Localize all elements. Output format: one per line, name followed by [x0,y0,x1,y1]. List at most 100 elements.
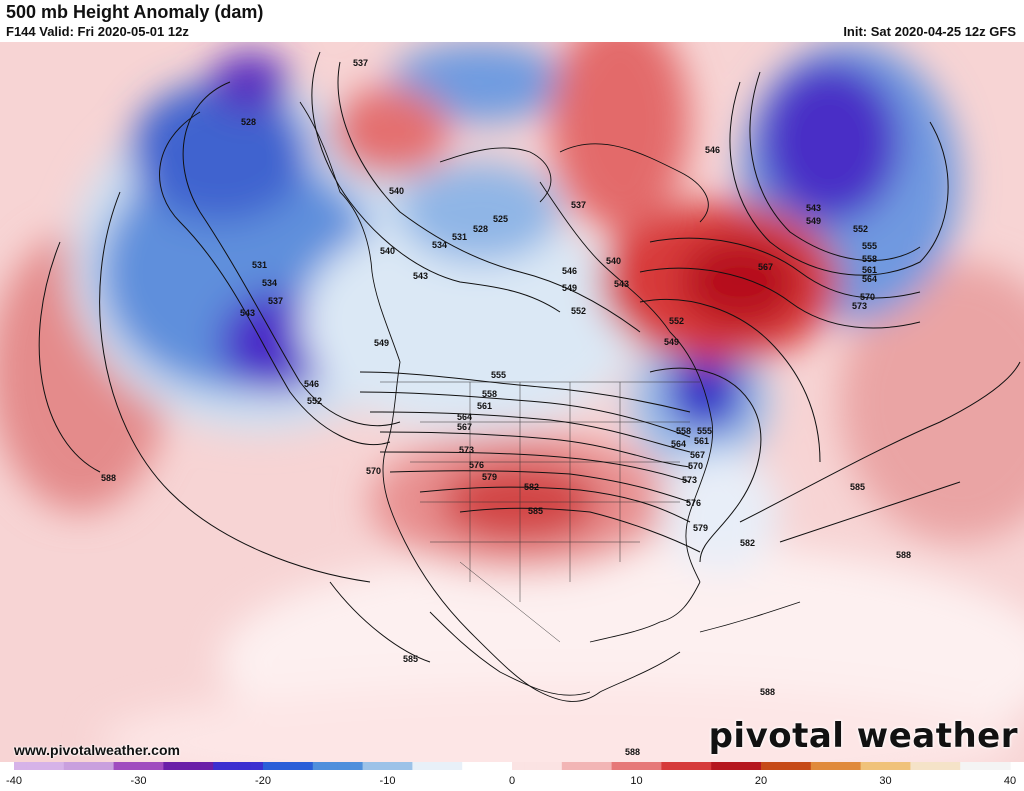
contour-label: 573 [459,445,474,455]
colorbar-swatch [250,762,264,770]
contour-label: 579 [693,523,708,533]
contour-label: 567 [457,422,472,432]
contour-label: 567 [758,262,773,272]
contour-label: 576 [686,498,701,508]
colorbar-swatch [549,762,563,770]
contour-label: 585 [403,654,418,664]
colorbar-swatch [673,762,687,770]
contour-label: 525 [493,214,508,224]
colorbar-swatch [312,762,326,770]
colorbar-swatches [14,762,1011,770]
contour-label: 540 [380,246,395,256]
colorbar-swatch [661,762,675,770]
colorbar-tick-label: -10 [380,775,396,787]
colorbar-ticks: -40 -30 -20 -10 0 10 20 30 40 [6,775,1016,787]
contour-label: 552 [307,396,322,406]
anomaly-shading [0,42,1024,762]
contour-label: 549 [562,283,577,293]
contour-label: 588 [760,687,775,697]
contour-label: 570 [860,292,875,302]
colorbar-swatch [810,762,824,770]
colorbar-swatch [823,762,837,770]
contour-label: 564 [671,439,686,449]
colorbar-swatch [648,762,662,770]
colorbar-swatch [238,762,252,770]
colorbar-swatch [611,762,625,770]
colorbar-tick-label: 30 [879,775,891,787]
colorbar-swatch [188,762,202,770]
colorbar-swatch [375,762,389,770]
colorbar-swatch [736,762,750,770]
colorbar-swatch [200,762,214,770]
colorbar-tick-label: 0 [509,775,515,787]
colorbar-swatch [138,762,152,770]
contour-label: 555 [862,241,877,251]
colorbar-swatch [835,762,849,770]
contour-label: 552 [853,224,868,234]
colorbar-swatch [873,762,887,770]
colorbar-swatch [947,762,961,770]
contour-label: 561 [477,401,492,411]
contour-label: 543 [413,271,428,281]
contour-label: 561 [862,265,877,275]
contour-label: 585 [528,506,543,516]
brand-logo: pivotal weather [708,716,1018,756]
contour-label: 588 [625,747,640,757]
anomaly-map: 537 528 540 534 531 528 525 537 546 540 … [0,42,1024,762]
colorbar-swatch [897,762,911,770]
colorbar-swatch [785,762,799,770]
chart-title: 500 mb Height Anomaly (dam) [6,2,264,22]
contour-label: 564 [457,412,472,422]
colorbar-swatch [935,762,949,770]
colorbar-swatch [287,762,301,770]
colorbar-tick-label: -20 [255,775,271,787]
political-borders [380,381,700,643]
contour-label: 546 [562,266,577,276]
colorbar-swatch [337,762,351,770]
colorbar-swatch [150,762,164,770]
colorbar-swatch [860,762,874,770]
colorbar-swatch [561,762,575,770]
contour-label: 546 [705,145,720,155]
contour-label: 570 [366,466,381,476]
colorbar-swatch [997,762,1011,770]
contour-label: 573 [682,475,697,485]
contour-label: 558 [676,426,691,436]
colorbar-tick-label: -40 [6,775,22,787]
colorbar-swatch [126,762,140,770]
contour-label: 585 [850,482,865,492]
colorbar-swatch [88,762,102,770]
colorbar-swatch [387,762,401,770]
contour-label: 555 [491,370,506,380]
contour-label: 549 [374,338,389,348]
colorbar-tick-label: 40 [1004,775,1016,787]
colorbar-swatch [362,762,376,770]
contour-label: 576 [469,460,484,470]
contour-label: 531 [452,232,467,242]
colorbar-swatch [698,762,712,770]
contour-label: 552 [571,306,586,316]
colorbar-swatch [885,762,899,770]
contour-label: 567 [690,450,705,460]
colorbar-swatch [76,762,90,770]
colorbar-swatch [38,762,52,770]
colorbar-swatch [512,762,526,770]
colorbar-swatch [960,762,974,770]
colorbar-swatch [972,762,986,770]
colorbar-swatch [773,762,787,770]
contour-label: 588 [101,473,116,483]
contour-label: 537 [353,58,368,68]
contour-label: 543 [240,308,255,318]
colorbar-swatch [412,762,426,770]
colorbar-swatch [636,762,650,770]
contour-label: 552 [669,316,684,326]
chart-header: 500 mb Height Anomaly (dam) F144 Valid: … [0,0,1024,42]
contour-label: 573 [852,301,867,311]
contour-label: 537 [268,296,283,306]
contour-label: 543 [806,203,821,213]
colorbar-swatch [748,762,762,770]
contour-label: 558 [862,254,877,264]
colorbar: -40 -30 -20 -10 0 10 20 30 40 [0,762,1024,791]
colorbar-swatch [686,762,700,770]
init-time-label: Init: Sat 2020-04-25 12z GFS [843,24,1016,39]
